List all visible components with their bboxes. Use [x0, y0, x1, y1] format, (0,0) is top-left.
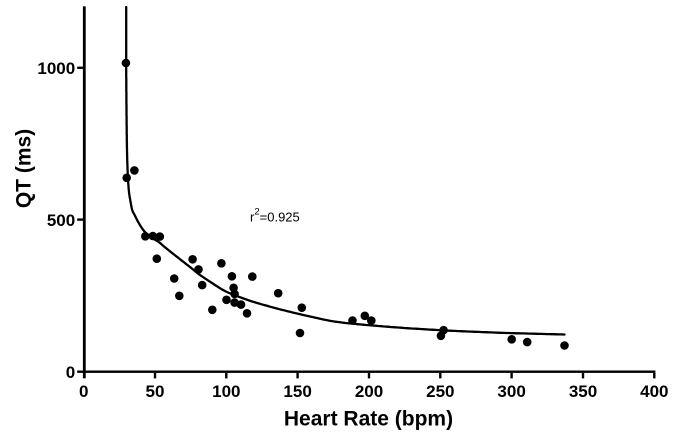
svg-text:250: 250	[426, 382, 454, 401]
svg-text:400: 400	[640, 382, 668, 401]
svg-text:500: 500	[47, 211, 75, 230]
svg-text:150: 150	[283, 382, 311, 401]
svg-text:0: 0	[66, 363, 75, 382]
svg-text:300: 300	[497, 382, 525, 401]
svg-text:0: 0	[79, 382, 88, 401]
svg-text:100: 100	[212, 382, 240, 401]
svg-text:50: 50	[146, 382, 165, 401]
svg-text:Heart Rate (bpm): Heart Rate (bpm)	[284, 408, 453, 431]
svg-text:QT (ms): QT (ms)	[12, 129, 35, 208]
svg-text:r2=0.925: r2=0.925	[250, 206, 300, 224]
svg-text:350: 350	[569, 382, 597, 401]
svg-text:200: 200	[355, 382, 383, 401]
svg-text:1000: 1000	[37, 59, 75, 78]
